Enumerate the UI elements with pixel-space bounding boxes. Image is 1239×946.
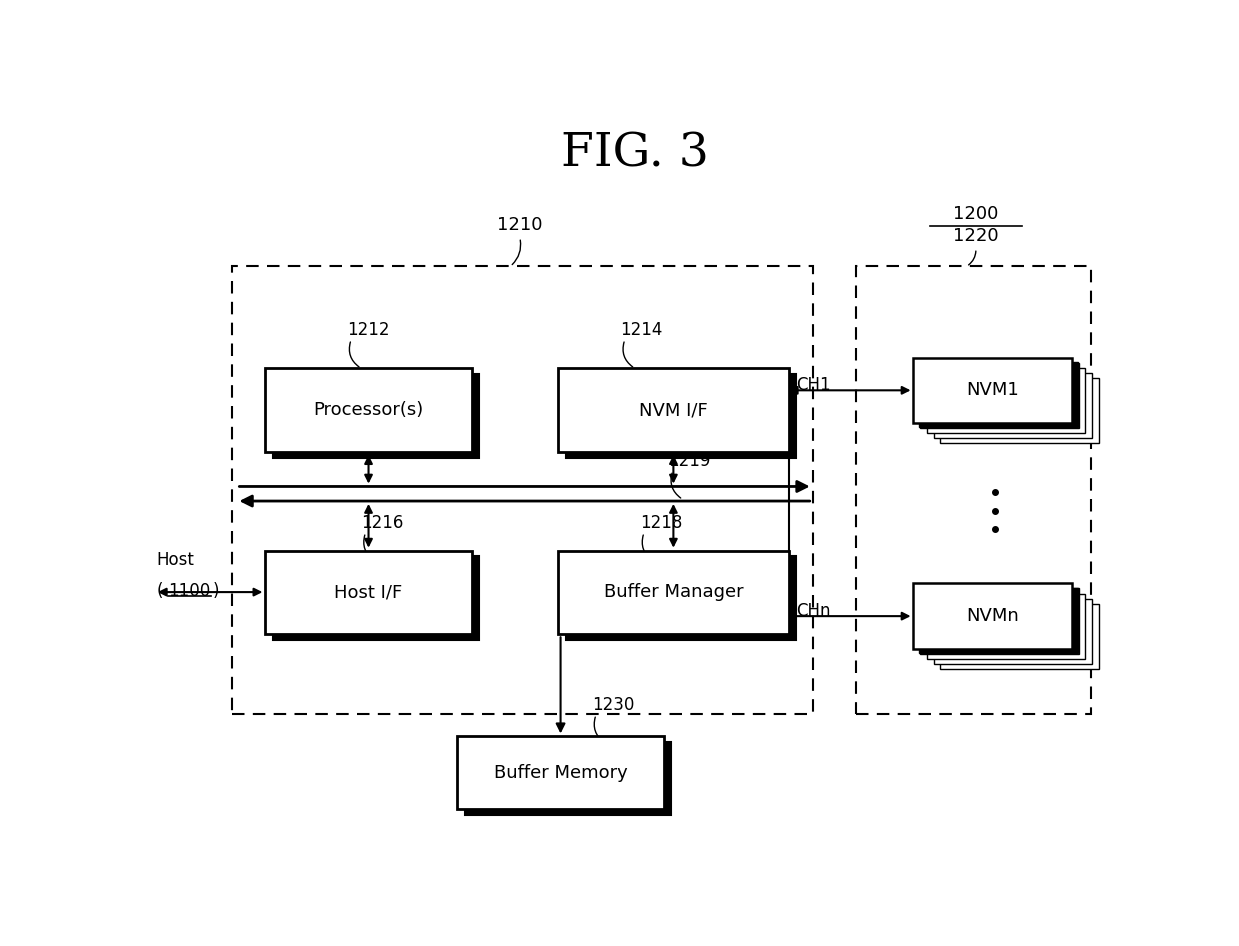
Text: Buffer Manager: Buffer Manager	[603, 584, 743, 602]
Bar	[273, 556, 479, 640]
Bar	[566, 556, 797, 640]
Text: Host I/F: Host I/F	[335, 584, 403, 602]
Text: 1200: 1200	[953, 204, 999, 223]
Bar	[934, 599, 1092, 664]
Text: (: (	[157, 582, 164, 600]
Bar	[558, 369, 788, 452]
Text: CH1: CH1	[797, 377, 831, 394]
Text: Processor(s): Processor(s)	[313, 401, 424, 419]
Text: CHn: CHn	[797, 602, 831, 620]
Bar	[913, 584, 1072, 649]
Bar	[913, 358, 1072, 423]
Text: 1210: 1210	[497, 216, 543, 234]
Text: 1216: 1216	[362, 515, 404, 533]
Text: FIG. 3: FIG. 3	[561, 131, 709, 176]
Bar	[265, 551, 472, 635]
Text: Host: Host	[157, 551, 195, 569]
Bar	[934, 373, 1092, 438]
Bar	[927, 368, 1085, 433]
Text: 1219: 1219	[669, 452, 711, 470]
Text: 1218: 1218	[639, 515, 683, 533]
Text: 1212: 1212	[347, 322, 389, 340]
Bar	[919, 362, 1078, 428]
Text: ): )	[213, 582, 219, 600]
Text: NVMn: NVMn	[966, 607, 1018, 625]
Text: NVM1: NVM1	[966, 381, 1018, 399]
Bar	[921, 362, 1079, 429]
Bar	[940, 378, 1099, 444]
Bar	[940, 604, 1099, 670]
Bar	[465, 743, 672, 815]
Bar	[921, 588, 1079, 654]
Bar	[558, 551, 788, 635]
Bar	[273, 375, 479, 458]
Text: 1220: 1220	[953, 227, 999, 245]
Text: 1100: 1100	[169, 582, 211, 600]
Bar	[927, 593, 1085, 659]
Bar	[919, 587, 1078, 654]
Bar	[856, 267, 1092, 714]
Text: 1230: 1230	[592, 696, 634, 714]
Bar	[232, 267, 813, 714]
Bar	[566, 375, 797, 458]
Bar	[457, 736, 664, 809]
Bar	[265, 369, 472, 452]
Text: Buffer Memory: Buffer Memory	[493, 763, 627, 781]
Text: NVM I/F: NVM I/F	[639, 401, 707, 419]
Text: 1214: 1214	[621, 322, 663, 340]
